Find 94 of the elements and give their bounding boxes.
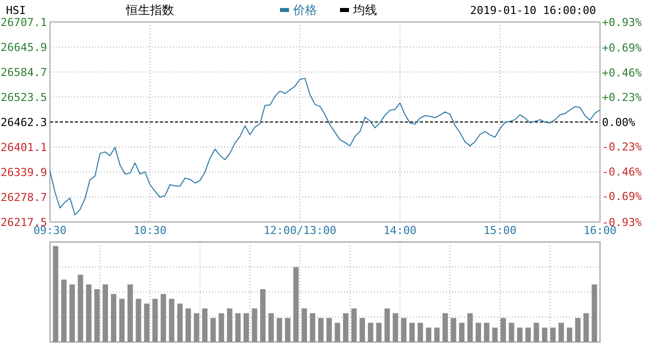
bar [401,318,406,342]
y2-tick-label: -0.23% [602,140,642,154]
bar [119,298,125,342]
bar [534,322,540,342]
bar [69,284,75,342]
bar [409,322,415,342]
bar [467,313,473,342]
bar [558,322,564,342]
y-tick-label: 26645.9 [0,40,47,54]
bar [276,318,282,342]
bar [152,298,158,342]
bar [102,284,108,342]
bar [583,313,589,342]
legend-label: 价格 [292,3,317,17]
y-tick-label: 26523.5 [0,90,47,104]
chart-title: HSI [6,4,26,17]
bar [302,308,307,342]
bar [426,328,432,342]
bar [260,289,266,342]
bar [244,313,249,342]
x-tick-label: 15:00 [483,224,517,237]
bar [160,294,166,342]
bar [500,318,506,342]
bar [310,313,316,342]
bar [252,308,258,342]
bar [566,328,572,342]
bar [235,313,241,342]
bar [360,318,365,342]
bar [293,267,299,342]
bar [186,308,191,342]
bar [194,313,200,342]
y2-tick-label: +0.23% [602,91,642,104]
y2-tick-label: +0.93% [602,16,642,29]
bar [52,246,58,342]
y-tick-label: 26339.9 [0,166,47,179]
y2-tick-label: -0.69% [602,190,642,204]
bar [343,313,348,342]
y2-tick-label: +0.46% [602,66,642,80]
y-tick-label: 26462.3 [0,116,47,129]
x-tick-label: 09:30 [33,224,67,237]
bar [78,274,84,342]
bar [434,328,440,342]
bar [326,318,332,342]
bar [517,328,522,342]
bar [285,318,290,342]
bar [268,313,274,342]
chart-subtitle: 恒生指数 [125,3,174,17]
x-tick-label: 12:00/13:00 [264,224,336,237]
bar [61,280,67,342]
x-tick-label: 10:30 [133,224,167,237]
y2-tick-label: 0.00% [602,116,636,129]
x-tick-label: 16:00 [583,224,617,237]
x-tick-label: 14:00 [383,224,417,237]
y-tick-label: 26584.7 [0,66,47,79]
bar [492,328,498,342]
bar [392,313,398,342]
bar [542,328,548,342]
line-series [50,78,600,216]
bar [351,308,357,342]
bar [144,304,150,342]
bar [384,308,390,342]
bar [334,322,340,342]
y-tick-label: 26707.1 [0,16,47,29]
bar [226,308,232,342]
bar [86,284,92,342]
bar [177,304,183,342]
bar [128,284,133,342]
bar [368,322,374,342]
y2-tick-label: -0.46% [602,165,642,178]
bar [525,328,531,342]
text: 2019-01-10 16:00:00 [470,4,596,17]
bar [168,298,174,342]
y-tick-label: 26278.7 [0,190,47,204]
bar [376,322,382,342]
bar [218,313,224,342]
bar [476,322,482,342]
bar [418,322,424,342]
y2-tick-label: +0.69% [602,42,642,55]
bar [592,284,598,342]
bar [508,322,514,342]
bar [136,298,142,342]
bar [575,318,581,342]
bar [110,294,116,342]
bar [210,318,216,342]
bar [484,322,490,342]
bar [550,328,556,342]
bar [459,322,464,342]
bar [442,313,448,342]
bar [202,308,208,342]
legend-label: 均线 [352,3,377,17]
y-tick-label: 26401.1 [0,140,47,154]
bar [94,289,100,342]
bar [450,318,456,342]
bar [318,318,324,342]
